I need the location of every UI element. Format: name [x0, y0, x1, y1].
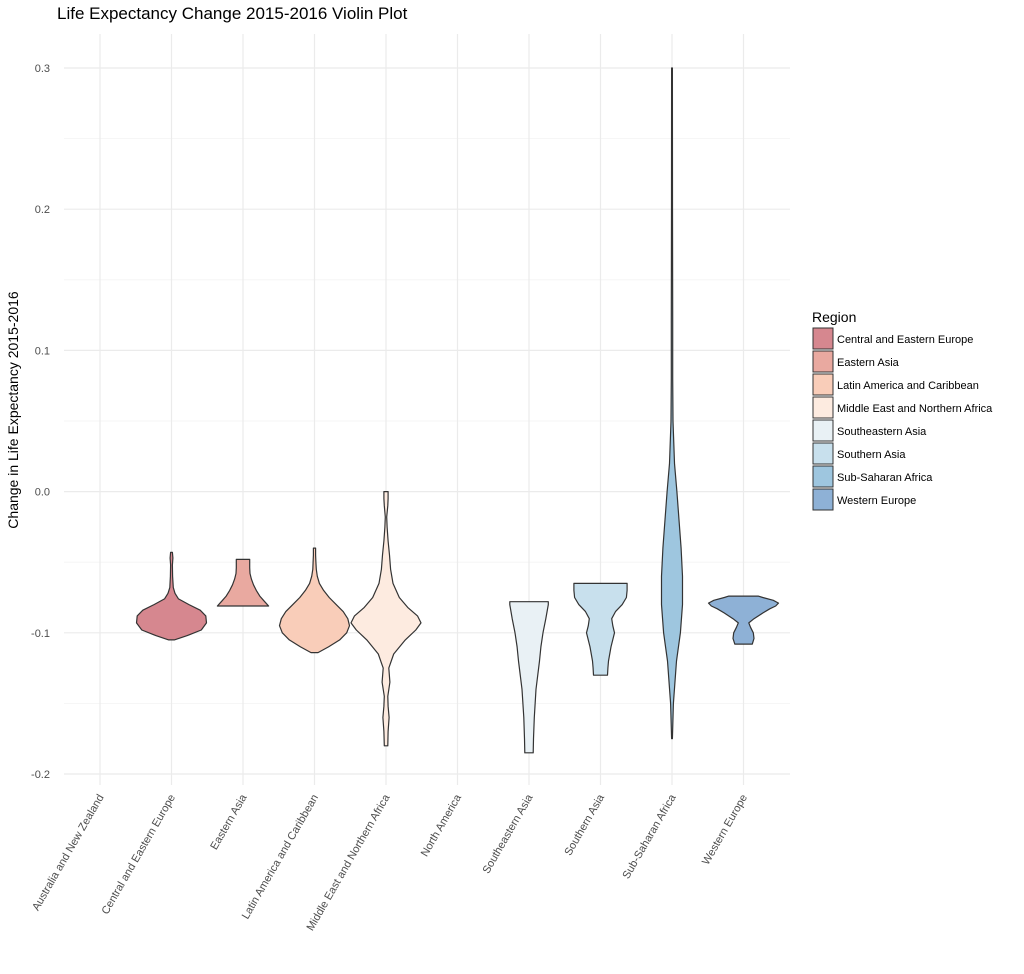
- y-axis-title: Change in Life Expectancy 2015-2016: [5, 291, 21, 529]
- y-tick-label: 0.3: [35, 63, 50, 75]
- violin-eastern-asia: [216, 558, 270, 607]
- x-tick-label: Australia and New Zealand: [30, 793, 106, 913]
- chart-title: Life Expectancy Change 2015-2016 Violin …: [57, 4, 408, 23]
- legend-label: Southern Asia: [837, 449, 906, 461]
- legend-item: Sub-Saharan Africa: [812, 465, 933, 488]
- violin-middle-east-and-northern-africa: [350, 491, 422, 747]
- legend-label: Southeastern Asia: [837, 426, 927, 438]
- legend-swatch: [812, 442, 834, 465]
- x-tick-label: Western Europe: [700, 793, 750, 868]
- grid-lines: [64, 34, 790, 785]
- x-tick-label: Latin America and Caribbean: [240, 793, 321, 922]
- legend-label: Middle East and Northern Africa: [837, 403, 993, 415]
- x-tick-label: Middle East and Northern Africa: [305, 792, 393, 933]
- legend-item: Western Europe: [812, 488, 916, 511]
- y-axis-ticks: -0.2 -0.1 0.0 0.1 0.2 0.3: [31, 63, 50, 781]
- x-tick-label: Central and Eastern Europe: [100, 793, 179, 917]
- legend-item: Central and Eastern Europe: [812, 327, 973, 350]
- legend-item: Middle East and Northern Africa: [812, 396, 993, 419]
- violin-central-and-eastern-europe: [135, 551, 208, 641]
- y-tick-label: 0.0: [35, 487, 50, 499]
- legend-swatch: [812, 396, 834, 419]
- violin-sub-saharan-africa: [660, 67, 684, 740]
- violin-latin-america-and-caribbean: [278, 547, 351, 654]
- y-tick-label: 0.2: [35, 204, 50, 216]
- legend-swatch: [812, 373, 834, 396]
- x-tick-label: Southern Asia: [562, 792, 607, 858]
- legend-label: Western Europe: [837, 495, 916, 507]
- legend-label: Eastern Asia: [837, 357, 900, 369]
- legend-item: Southern Asia: [812, 442, 906, 465]
- legend-swatch: [812, 327, 834, 350]
- violin-southern-asia: [573, 582, 628, 676]
- y-tick-label: -0.1: [31, 628, 50, 640]
- violin-southeastern-asia: [509, 601, 549, 754]
- legend-item: Eastern Asia: [812, 350, 900, 373]
- x-tick-label: North America: [419, 792, 465, 859]
- x-tick-label: Sub-Saharan Africa: [621, 792, 680, 881]
- legend-swatch: [812, 488, 834, 511]
- legend-swatch: [812, 465, 834, 488]
- legend-items: Central and Eastern Europe Eastern Asia La…: [812, 327, 993, 511]
- violin-western-europe: [707, 595, 780, 645]
- legend-label: Sub-Saharan Africa: [837, 472, 933, 484]
- y-tick-label: -0.2: [31, 769, 50, 781]
- legend-label: Central and Eastern Europe: [837, 334, 973, 346]
- legend: Region Central and Eastern Europe Eastern…: [812, 309, 993, 511]
- legend-swatch: [812, 419, 834, 442]
- legend-title: Region: [812, 309, 856, 325]
- legend-item: Latin America and Caribbean: [812, 373, 979, 396]
- legend-swatch: [812, 350, 834, 373]
- legend-label: Latin America and Caribbean: [837, 380, 979, 392]
- x-tick-label: Southeastern Asia: [481, 792, 536, 876]
- violins: [135, 67, 780, 754]
- x-tick-label: Eastern Asia: [208, 792, 250, 852]
- legend-item: Southeastern Asia: [812, 419, 927, 442]
- y-tick-label: 0.1: [35, 345, 50, 357]
